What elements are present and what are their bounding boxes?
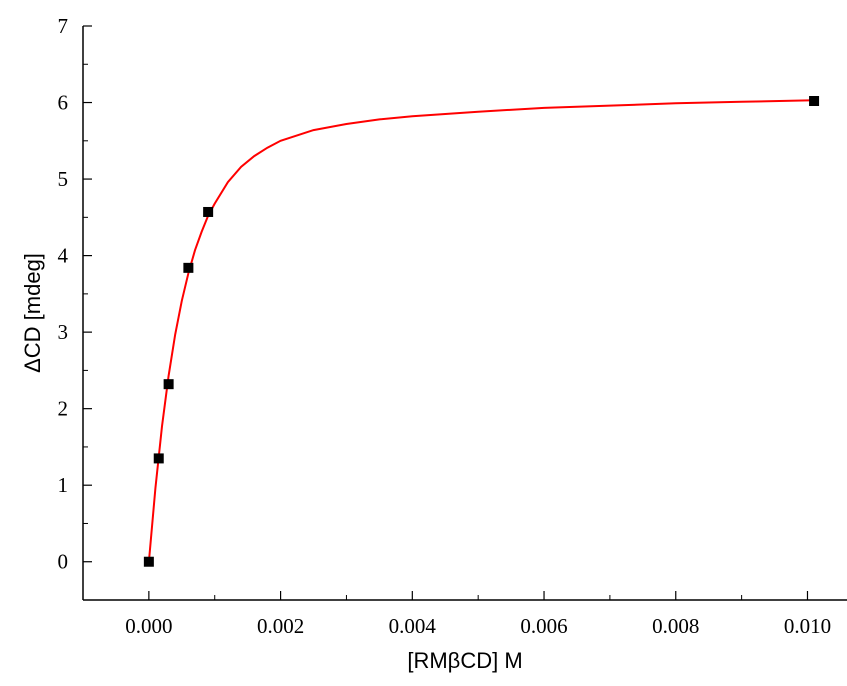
- x-tick-label: 0.002: [257, 614, 304, 638]
- fit-layer: [147, 99, 815, 562]
- data-point: [203, 206, 214, 217]
- data-point: [143, 556, 154, 567]
- ticks: [82, 25, 809, 601]
- x-tick-label: 0.006: [520, 614, 567, 638]
- y-tick-label: 3: [58, 320, 69, 344]
- y-tick-label: 2: [58, 397, 69, 421]
- y-tick-label: 7: [58, 14, 69, 38]
- y-tick-label: 4: [58, 244, 69, 268]
- y-tick-label: 6: [58, 91, 69, 115]
- fit-curve: [147, 99, 815, 562]
- data-point: [163, 379, 174, 390]
- x-tick-label: 0.008: [652, 614, 699, 638]
- data-point: [183, 262, 194, 273]
- data-point: [809, 96, 820, 107]
- x-tick-label: 0.010: [784, 614, 831, 638]
- plot-frame: [82, 26, 847, 601]
- data-point: [153, 453, 164, 464]
- x-tick-label: 0.000: [125, 614, 172, 638]
- y-axis-title: ΔCD [mdeg]: [20, 253, 45, 373]
- points-layer: [143, 96, 820, 567]
- x-tick-label: 0.004: [389, 614, 437, 638]
- tick-labels: 0.000 0.002 0.004 0.006 0.008 0.010 0 1 2 3 4 5 6 7: [58, 14, 832, 638]
- x-axis-title: [RMβCD] M: [407, 648, 522, 673]
- y-tick-label: 5: [58, 167, 69, 191]
- y-tick-label: 1: [58, 473, 69, 497]
- y-tick-label: 0: [58, 550, 69, 574]
